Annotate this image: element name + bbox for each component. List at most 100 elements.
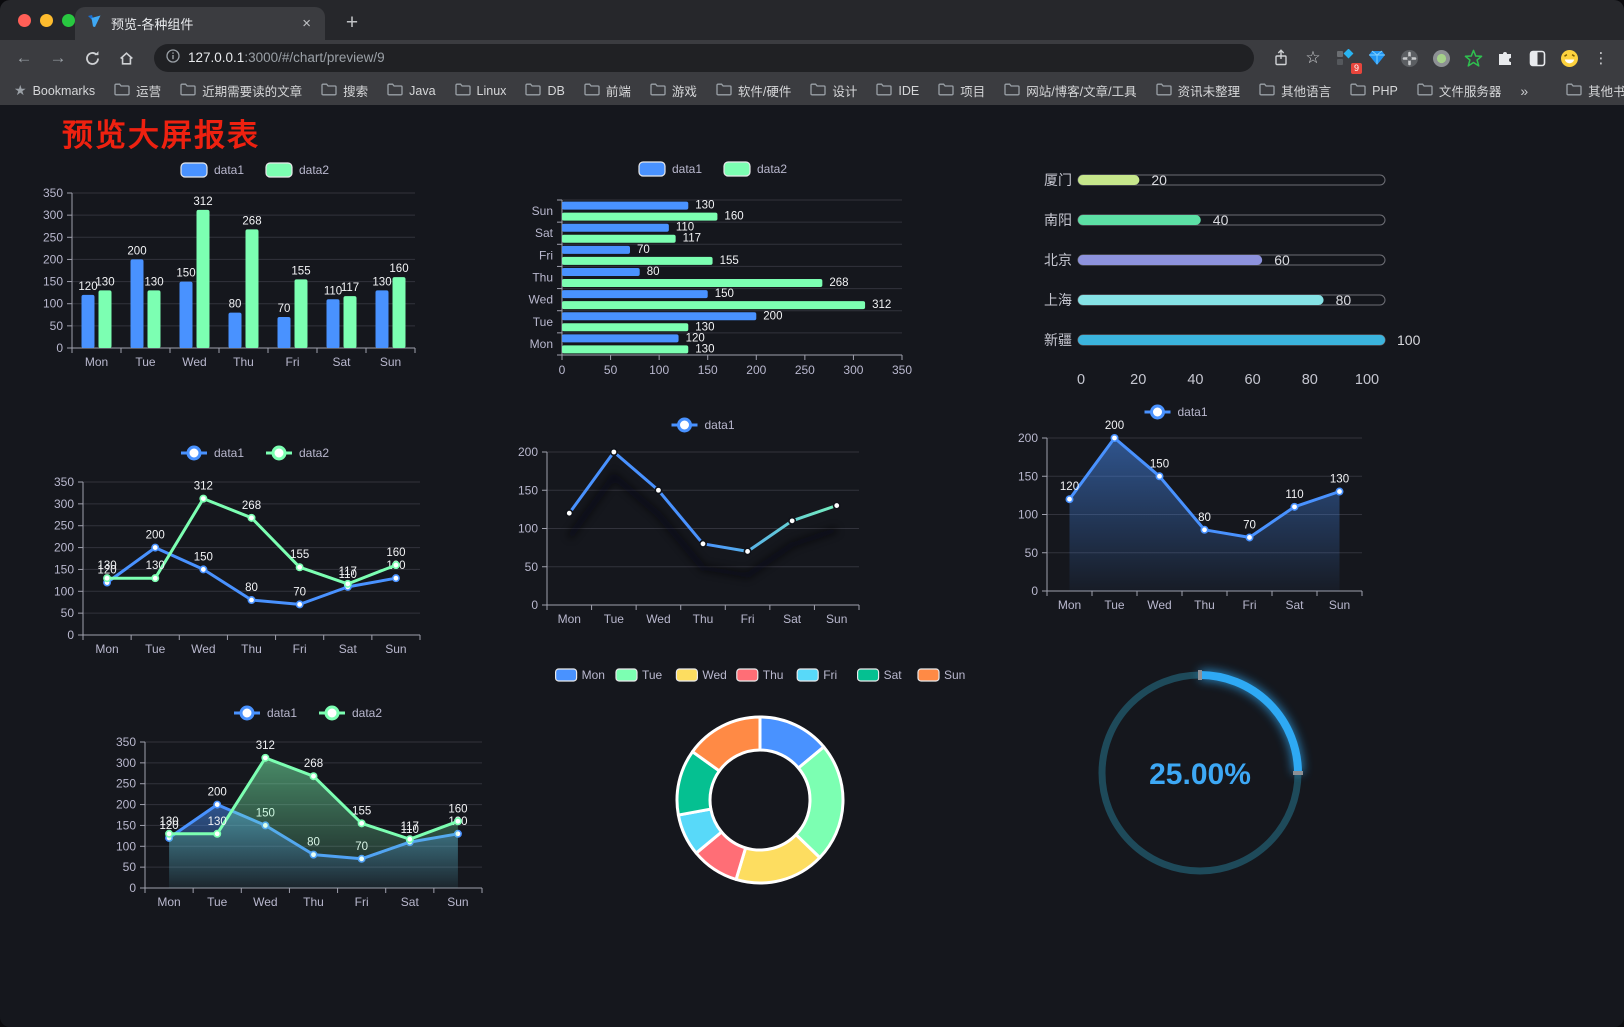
bookmark-star-icon[interactable]: ☆ [1305, 48, 1321, 67]
tab-close-button[interactable]: × [302, 15, 311, 32]
emoji-extension-icon[interactable] [1556, 45, 1582, 71]
svg-text:Wed: Wed [529, 293, 553, 307]
svg-text:0: 0 [1031, 584, 1038, 598]
bookmark-folder-0[interactable]: 运营 [114, 81, 161, 100]
bookmark-folder-16[interactable]: 文件服务器 [1417, 81, 1501, 100]
bookmark-folder-12[interactable]: 网站/博客/文章/工具 [1004, 81, 1137, 100]
page-title: 预览大屏报表 [62, 118, 260, 153]
svg-text:268: 268 [304, 758, 323, 770]
site-info-icon[interactable] [166, 48, 180, 68]
svg-text:Wed: Wed [1147, 598, 1171, 612]
folder-icon [1566, 83, 1582, 99]
green-circle-extension-icon[interactable] [1428, 45, 1454, 71]
reload-button[interactable] [78, 44, 106, 72]
forward-button[interactable]: → [49, 48, 67, 67]
green-star-extension-icon[interactable] [1460, 45, 1486, 71]
tab-title: 预览-各种组件 [111, 17, 194, 32]
folder-icon [1155, 83, 1172, 99]
bookmark-folder-6[interactable]: 前端 [584, 81, 631, 100]
svg-text:117: 117 [683, 233, 701, 245]
chart-donut[interactable]: Mon Tue Wed Thu Fri Sat Sun [555, 635, 965, 913]
svg-text:300: 300 [43, 208, 63, 222]
chart-multi-line[interactable]: data1 data2 0 50 100 150 200 250 300 350 Mon Tue Wed… [42, 428, 472, 663]
svg-text:Mon: Mon [1058, 598, 1081, 612]
svg-text:110: 110 [676, 222, 694, 234]
bookmark-folder-3[interactable]: Java [387, 83, 436, 99]
svg-text:110: 110 [401, 824, 419, 836]
svg-text:60: 60 [1274, 252, 1290, 268]
browser-menu-icon[interactable]: ⋮ [1593, 50, 1609, 67]
puzzle-extensions-icon[interactable] [1492, 45, 1518, 71]
back-button[interactable]: ← [15, 48, 33, 67]
svg-text:155: 155 [352, 805, 371, 817]
svg-text:Tue: Tue [135, 355, 156, 369]
bookmark-folder-11[interactable]: 项目 [938, 81, 985, 100]
bookmarks-root[interactable]: ★ Bookmarks [14, 82, 96, 98]
svg-text:200: 200 [518, 445, 538, 459]
chart-progress-bars[interactable]: 厦门 20 南阳 40 北京 60 上海 80 新疆 100 0 20 40 60 80 100 [985, 150, 1425, 400]
svg-text:Wed: Wed [191, 642, 215, 656]
gem-extension-icon[interactable] [1364, 45, 1390, 71]
svg-text:250: 250 [54, 519, 74, 533]
chart-grouped-bar[interactable]: data1 data2 0 50 100 150 200 250 300 350 Mon Tue Wed… [42, 152, 472, 382]
svg-text:130: 130 [159, 816, 178, 828]
svg-text:200: 200 [146, 530, 165, 542]
svg-text:Thu: Thu [693, 612, 714, 626]
bookmark-folder-2[interactable]: 搜索 [321, 81, 368, 100]
bookmark-folder-10[interactable]: IDE [876, 83, 919, 99]
chart-gradient-line[interactable]: data1 0 50 100 150 200 Mon Tue Wed Thu Fri Sat Sun [505, 400, 905, 630]
svg-text:120: 120 [97, 565, 116, 577]
other-bookmarks-folder[interactable]: 其他书签 [1566, 81, 1624, 100]
svg-text:Fri: Fri [741, 612, 755, 626]
extension-grid-icon[interactable]: 9 [1332, 45, 1362, 74]
reader-split-extension-icon[interactable] [1524, 45, 1550, 71]
folder-icon [387, 83, 403, 99]
svg-text:130: 130 [97, 560, 116, 572]
bookmarks-overflow-button[interactable]: » [1520, 82, 1529, 99]
svg-text:200: 200 [763, 310, 782, 322]
svg-text:150: 150 [176, 268, 195, 280]
bookmark-folder-14[interactable]: 其他语言 [1259, 81, 1331, 100]
dark-circle-extension-icon[interactable] [1396, 45, 1422, 71]
zoom-window-button[interactable] [62, 14, 75, 27]
svg-text:Wed: Wed [646, 612, 670, 626]
folder-icon [810, 83, 826, 99]
svg-text:130: 130 [208, 816, 227, 828]
browser-tab[interactable]: 预览-各种组件 × [75, 7, 325, 40]
svg-text:80: 80 [1336, 292, 1352, 308]
svg-text:Mon: Mon [85, 355, 108, 369]
bookmark-folder-8[interactable]: 软件/硬件 [716, 81, 791, 100]
folder-icon [1004, 83, 1020, 99]
bookmark-folder-7[interactable]: 游戏 [650, 81, 697, 100]
svg-text:110: 110 [324, 285, 342, 297]
svg-text:上海: 上海 [1044, 292, 1072, 308]
chart-horizontal-bar[interactable]: data1 data2 Sun Sat Fri Thu Wed Tue Mon 0 50 100 150… [505, 152, 925, 382]
bookmark-folder-9[interactable]: 设计 [810, 81, 857, 100]
bookmark-folder-15[interactable]: PHP [1350, 83, 1398, 99]
address-bar[interactable]: 127.0.0.1:3000/#/chart/preview/9 [154, 44, 1254, 72]
minimize-window-button[interactable] [40, 14, 53, 27]
bookmark-folder-1[interactable]: 近期需要读的文章 [180, 81, 302, 100]
close-window-button[interactable] [18, 14, 31, 27]
chart-area-line[interactable]: data1 0 50 100 150 200 Mon Tue Wed Thu Fri Sat Sun 12… [968, 390, 1388, 615]
chart-gauge[interactable]: 25.00% [1085, 650, 1315, 902]
svg-text:160: 160 [386, 547, 405, 559]
chart-double-area[interactable]: data1 data2 0 50 100 150 200 250 300 350 Mon Tue Wed… [95, 675, 525, 923]
svg-text:200: 200 [208, 787, 227, 799]
new-tab-button[interactable]: + [345, 11, 359, 34]
svg-text:0: 0 [559, 363, 566, 377]
svg-text:80: 80 [1302, 372, 1318, 388]
svg-text:data1: data1 [1178, 405, 1208, 419]
svg-text:350: 350 [892, 363, 912, 377]
svg-text:155: 155 [290, 549, 309, 561]
svg-text:117: 117 [339, 566, 357, 578]
svg-text:70: 70 [278, 303, 291, 315]
folder-icon [938, 83, 954, 99]
home-button[interactable] [112, 44, 140, 72]
bookmark-folder-13[interactable]: 资讯未整理 [1155, 81, 1240, 100]
svg-text:data1: data1 [705, 418, 735, 432]
bookmark-folder-4[interactable]: Linux [454, 83, 506, 99]
folder-icon [321, 83, 337, 99]
share-icon[interactable] [1268, 45, 1294, 71]
bookmark-folder-5[interactable]: DB [525, 83, 565, 99]
